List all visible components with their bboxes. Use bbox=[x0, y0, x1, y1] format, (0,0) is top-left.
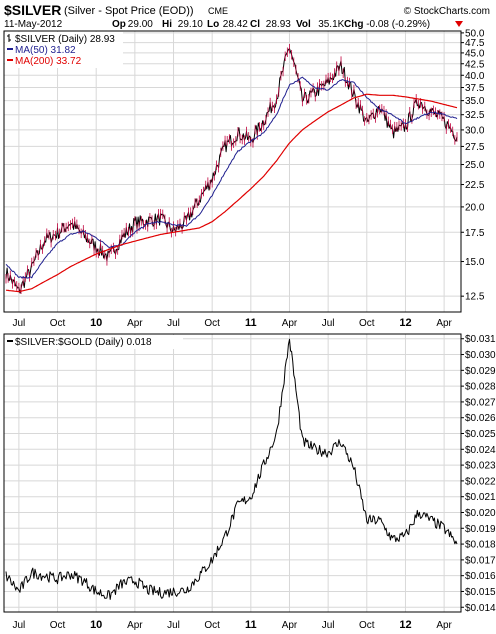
y-tick-label: $0.015 bbox=[465, 587, 496, 598]
y-tick-label: 12.5 bbox=[465, 292, 485, 303]
y-tick-label: $0.014 bbox=[465, 603, 496, 614]
x-tick-label: Oct bbox=[359, 318, 375, 329]
legend-box bbox=[5, 335, 183, 349]
y-tick-label: 30.0 bbox=[465, 125, 485, 136]
x-tick-label: 12 bbox=[399, 619, 411, 631]
quote-lo-label: Lo bbox=[207, 19, 219, 30]
ratio-line bbox=[5, 338, 458, 600]
chart-date: 11-May-2012 bbox=[4, 19, 63, 30]
y-tick-label: 20.0 bbox=[465, 202, 485, 213]
x-tick-label: Jul bbox=[322, 620, 335, 631]
y-tick-label: 37.5 bbox=[465, 83, 485, 94]
x-tick-label: 10 bbox=[90, 317, 102, 329]
y-tick-label: 32.5 bbox=[465, 110, 485, 121]
y-tick-label: $0.030 bbox=[465, 350, 496, 361]
x-tick-label: Jul bbox=[167, 318, 180, 329]
y-tick-label: $0.017 bbox=[465, 555, 496, 566]
y-tick-label: $0.029 bbox=[465, 366, 496, 377]
y-tick-label: 45.0 bbox=[465, 48, 485, 59]
y-tick-label: $0.019 bbox=[465, 524, 496, 535]
x-tick-label: Jul bbox=[322, 318, 335, 329]
y-tick-label: 40.0 bbox=[465, 71, 485, 82]
plot-frame bbox=[3, 333, 462, 613]
x-tick-label: Apr bbox=[282, 620, 298, 631]
y-tick-label: 17.5 bbox=[465, 228, 485, 239]
plots: 50.047.545.042.540.037.5 35.0 32.5 30.0 27.5… bbox=[3, 28, 496, 631]
ma200-line bbox=[5, 93, 458, 293]
quote-vol-value: 35.1K bbox=[318, 19, 344, 30]
legend-box bbox=[5, 32, 123, 68]
ma50-line bbox=[5, 76, 458, 279]
x-tick-label: Apr bbox=[436, 620, 452, 631]
y-tick-label: $0.027 bbox=[465, 397, 496, 408]
x-tick-label: Apr bbox=[127, 620, 143, 631]
price-line bbox=[5, 48, 458, 294]
plot-frame bbox=[3, 30, 462, 313]
legend-ohlc-icon bbox=[7, 34, 11, 42]
x-tick-label: Oct bbox=[204, 318, 220, 329]
y-tick-label: $0.024 bbox=[465, 445, 496, 456]
x-tick-label: Apr bbox=[127, 318, 143, 329]
y-tick-label: 35.0 bbox=[465, 96, 485, 107]
y-tick-label: 15.0 bbox=[465, 257, 485, 268]
x-tick-label: 11 bbox=[245, 619, 257, 631]
quote-op-value: 29.00 bbox=[128, 19, 153, 30]
quote-chg-label: Chg bbox=[344, 19, 363, 30]
panel-1: 50.047.545.042.540.037.5 35.0 32.5 30.0 27.5… bbox=[3, 28, 485, 329]
y-tick-label: $0.016 bbox=[465, 571, 496, 582]
quote-hi-label: Hi bbox=[162, 19, 172, 30]
panel-2: $0.031 $0.030 $0.029 $0.028 $0.027 $0.026 $0.0… bbox=[3, 333, 496, 631]
x-tick-label: 12 bbox=[399, 317, 411, 329]
x-tick-label: Oct bbox=[359, 620, 375, 631]
legend-label: MA(200) 33.72 bbox=[15, 56, 82, 67]
legend-label: $SILVER:$GOLD (Daily) 0.018 bbox=[15, 337, 152, 348]
y-tick-label: $0.026 bbox=[465, 413, 496, 424]
x-tick-label: Apr bbox=[282, 318, 298, 329]
legend: $SILVER:$GOLD (Daily) 0.018 bbox=[5, 335, 183, 349]
x-tick-label: Jul bbox=[167, 620, 180, 631]
y-tick-label: 42.5 bbox=[465, 59, 485, 70]
quote-lo-value: 28.42 bbox=[223, 19, 248, 30]
y-tick-label: 22.5 bbox=[465, 180, 485, 191]
chart-watermark: © StockCharts.com bbox=[404, 6, 490, 17]
quote-op-label: Op bbox=[112, 19, 126, 30]
x-tick-label: Apr bbox=[436, 318, 452, 329]
y-tick-label: $0.025 bbox=[465, 429, 496, 440]
y-tick-label: 25.0 bbox=[465, 160, 485, 171]
x-tick-label: Oct bbox=[50, 620, 66, 631]
down-triangle-icon bbox=[455, 21, 463, 27]
legend-label: MA(50) 31.82 bbox=[15, 45, 76, 56]
y-tick-label: $0.021 bbox=[465, 492, 496, 503]
legend-label: $SILVER (Daily) 28.93 bbox=[15, 34, 115, 45]
quote-hi-value: 29.10 bbox=[178, 19, 203, 30]
y-tick-label: $0.022 bbox=[465, 476, 496, 487]
chart-symbol: $SILVER bbox=[4, 2, 61, 18]
x-tick-label: Oct bbox=[50, 318, 66, 329]
quote-chg-value: -0.08 (-0.29%) bbox=[366, 19, 430, 30]
chart-description: (Silver - Spot Price (EOD)) bbox=[64, 5, 194, 17]
y-tick-label: $0.018 bbox=[465, 540, 496, 551]
y-tick-label: $0.031 bbox=[465, 334, 496, 345]
chart-exchange: CME bbox=[208, 6, 228, 16]
y-tick-label: 50.0 bbox=[465, 28, 485, 39]
y-tick-label: $0.023 bbox=[465, 461, 496, 472]
y-tick-label: 27.5 bbox=[465, 142, 485, 153]
x-tick-label: 10 bbox=[90, 619, 102, 631]
x-tick-label: Jul bbox=[12, 620, 25, 631]
x-tick-label: Oct bbox=[204, 620, 220, 631]
quote-vol-label: Vol bbox=[296, 19, 311, 30]
y-tick-label: $0.028 bbox=[465, 382, 496, 393]
x-tick-label: Jul bbox=[12, 318, 25, 329]
quote-cl-label: Cl bbox=[250, 19, 260, 30]
y-tick-label: 47.5 bbox=[465, 38, 485, 49]
quote-row: Op 29.00 Hi 29.10 Lo 28.42 Cl 28.93 Vol 35.1K Chg -… bbox=[112, 19, 463, 30]
quote-cl-value: 28.93 bbox=[266, 19, 291, 30]
y-tick-label: $0.020 bbox=[465, 508, 496, 519]
x-tick-label: 11 bbox=[245, 317, 257, 329]
